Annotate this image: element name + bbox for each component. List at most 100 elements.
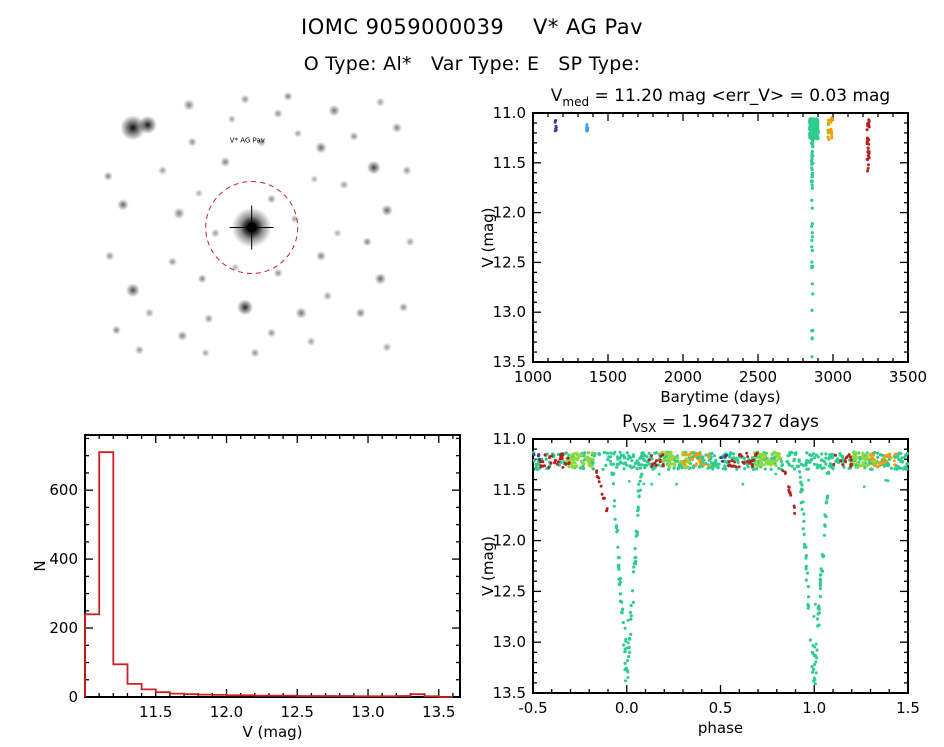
series-band-red-3 [647,453,665,468]
series-epoch-3-eclipse-upper [809,139,815,190]
field-star [227,115,236,124]
y-tick-label: 200 [49,619,78,637]
x-tick-label: 1.5 [896,699,920,717]
lightcurve-plot-panel: 1000 1500 2000 2500 3000 3500 11.0 11.5 12.0 12.5… [478,80,944,410]
x-axis-label: phase [698,719,743,737]
series-ingress-red-1 [595,469,609,513]
field-star [204,314,214,324]
tick-labels: -0.5 0.0 0.5 1.0 1.5 11.0 11.5 12.0 12.5 13.0 13.5 [493,430,920,717]
y-tick-label: 11.5 [493,481,526,499]
x-tick-label: 13.0 [351,703,384,721]
series-epoch-6-red [865,118,871,161]
series-epoch-2-blue [585,123,590,133]
y-tick-label: 13.5 [493,353,526,371]
axes [532,112,909,363]
field-star [374,273,387,285]
field-star [310,175,319,184]
series-eclipse-deep-1 [623,618,630,679]
field-star [315,141,327,154]
x-tick-label: 12.0 [210,703,243,721]
field-star [240,94,250,104]
finder-chart-panel: V* AG Pav [90,85,420,370]
phase-chart: -0.5 0.0 0.5 1.0 1.5 11.0 11.5 12.0 12.5 13.0 13.5… [479,412,920,737]
y-tick-label: 11.0 [493,430,526,448]
field-star [138,115,157,135]
series-primary-eclipse-1 [610,466,644,683]
field-star [375,97,385,107]
x-tick-label: 0.5 [709,699,733,717]
field-star [366,160,381,175]
field-star [144,308,154,318]
x-tick-label: 0.0 [615,699,639,717]
histogram-steps [84,451,453,698]
y-axis-label: N [31,560,49,571]
series-band-lime-1 [565,450,595,469]
field-star [103,171,113,181]
field-star [266,328,277,338]
tick-labels: 1000 1500 2000 2500 3000 3500 11.0 11.5 12.0 12.5… [493,104,928,386]
field-star [183,99,195,111]
y-tick-label: 13.0 [493,633,526,651]
x-tick-label: 2500 [739,368,777,386]
series-band-navy-1 [532,453,541,461]
field-star [381,204,393,217]
x-tick-label: 1.0 [802,699,826,717]
series-band-orange-1 [681,450,711,468]
phase-plot-panel: -0.5 0.0 0.5 1.0 1.5 11.0 11.5 12.0 12.5 13.0 13.5… [478,402,944,747]
field-star [328,104,340,117]
field-star [111,325,121,335]
y-tick-label: 12.5 [493,582,526,600]
series-primary-eclipse-2 [798,470,831,686]
field-star [105,251,115,261]
series-band-lime-3 [752,450,782,469]
series-band-red-4 [832,453,853,468]
chart-title: Vmed = 11.20 mag <err_V> = 0.03 mag [551,86,890,109]
field-star [355,307,366,319]
series-eclipse-deep-2 [811,602,818,680]
axes [84,434,461,698]
y-tick-label: 11.0 [493,104,526,122]
field-star [290,214,299,223]
y-tick-label: 400 [49,550,78,568]
starfield-image: V* AG Pav [90,85,420,370]
field-star [237,299,254,316]
series-epoch-6-red-tail [866,163,870,173]
field-star [398,302,409,312]
tick-labels: 11.5 12.0 12.5 13.0 13.5 0 200 400 600 [49,481,455,721]
series-ingress-red-2 [781,469,797,515]
field-star [231,263,240,272]
series-band-red-2 [727,451,759,469]
field-star [177,330,188,341]
field-star [250,348,260,358]
series-below-band-scatter [627,470,890,489]
field-star [391,122,402,133]
field-star [273,268,283,278]
y-axis-label: V (mag) [479,536,497,596]
series-epoch-1-violet [553,119,558,133]
field-star [333,229,342,238]
field-star [315,250,327,262]
page-subtitle: O Type: Al* Var Type: E SP Type: [303,53,641,75]
y-tick-label: 13.5 [493,684,526,702]
field-star [382,342,392,352]
field-star [349,131,359,141]
field-star [283,91,293,101]
field-star [194,189,203,198]
x-tick-label: 12.5 [281,703,314,721]
field-star [117,198,129,211]
x-tick-label: 3500 [889,368,927,386]
x-tick-label: 13.5 [422,703,455,721]
field-star [158,165,168,176]
field-star [134,345,145,355]
series-epoch-5-orange [829,116,834,140]
field-star [220,156,231,168]
y-tick-label: 12.5 [493,253,526,271]
field-star [197,274,207,284]
series-band-navy-2 [719,453,728,463]
field-star [293,129,302,138]
star-label: V* AG Pav [230,137,265,145]
field-star [167,257,178,267]
x-tick-label: 1500 [589,368,627,386]
field-star [187,137,197,147]
lightcurve-chart: 1000 1500 2000 2500 3000 3500 11.0 11.5 12.0 12.5… [479,86,928,406]
